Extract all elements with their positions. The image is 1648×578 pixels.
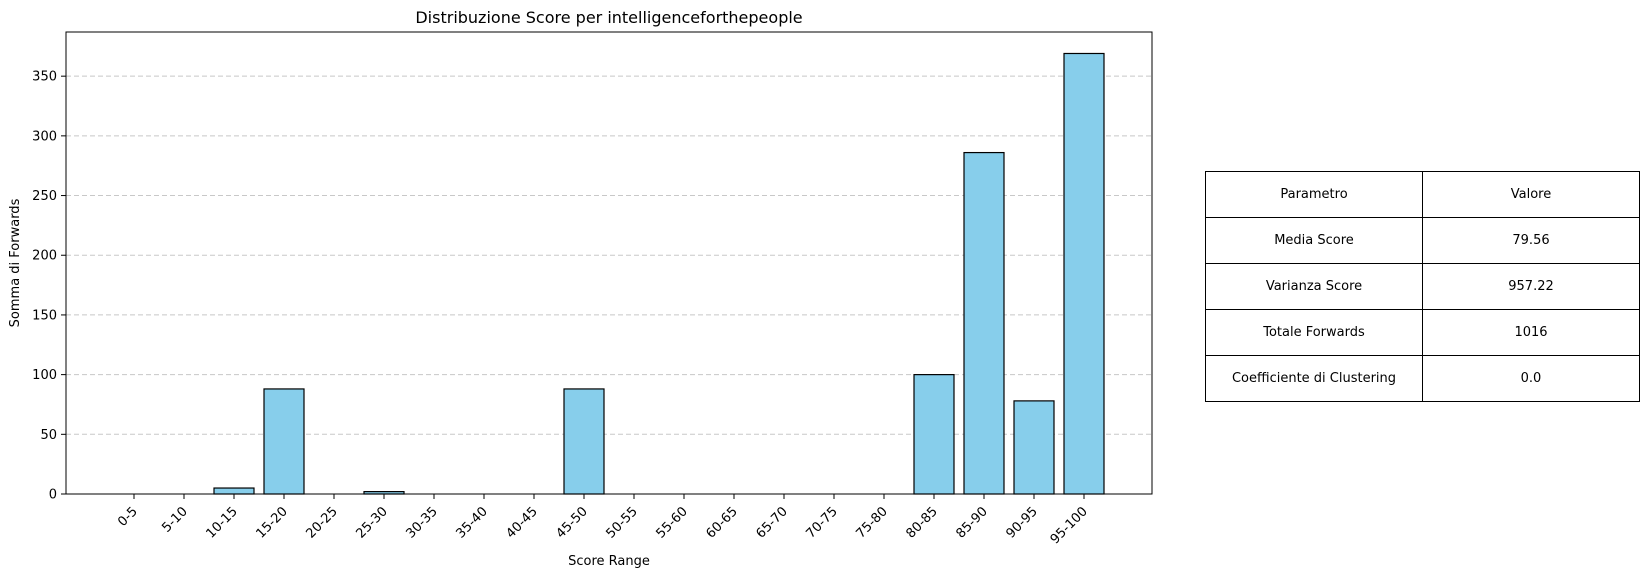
bar-15-20 <box>263 388 305 495</box>
x-tick-label: 50-55 <box>604 504 641 541</box>
x-tick-label: 65-70 <box>754 504 791 541</box>
table-row: Coefficiente di Clustering 0.0 <box>1205 355 1640 402</box>
y-tick-label: 150 <box>32 308 57 323</box>
x-tick-label: 70-75 <box>804 504 841 541</box>
x-tick-label: 95-100 <box>1048 504 1091 547</box>
x-tick-label: 80-85 <box>904 504 941 541</box>
y-axis-label: Somma di Forwards <box>8 198 23 327</box>
y-tick-label: 250 <box>32 189 57 204</box>
bar-95-100 <box>1063 52 1105 495</box>
y-tick-label: 350 <box>32 70 57 85</box>
x-tick-label: 0-5 <box>115 504 141 530</box>
table-cell-parameter: Coefficiente di Clustering <box>1205 355 1423 402</box>
table-row: Varianza Score 957.22 <box>1205 263 1640 310</box>
table-cell-parameter: Totale Forwards <box>1205 309 1423 356</box>
table-cell-value: 1016 <box>1422 309 1640 356</box>
table-cell-parameter: Parametro <box>1205 171 1423 218</box>
x-tick-label: 60-65 <box>704 504 741 541</box>
bar-90-95 <box>1013 400 1055 495</box>
table-row: Totale Forwards 1016 <box>1205 309 1640 356</box>
table-cell-value: 79.56 <box>1422 217 1640 264</box>
x-tick-label: 35-40 <box>454 504 491 541</box>
table-cell-value: Valore <box>1422 171 1640 218</box>
x-tick-label: 30-35 <box>404 504 441 541</box>
bar-chart: 0 50 100 150 200 250 300 350 0-5 5-10 10-15 15-20 2… <box>8 8 1153 569</box>
x-tick-label: 85-90 <box>954 504 991 541</box>
stats-table: Parametro Valore Media Score 79.56 Varianza … <box>1205 171 1640 402</box>
x-tick-label: 55-60 <box>654 504 691 541</box>
bar-10-15 <box>213 487 255 495</box>
bar-80-85 <box>913 374 955 495</box>
plot-frame <box>65 31 1153 495</box>
x-tick-label: 25-30 <box>354 504 391 541</box>
x-tick-label: 40-45 <box>504 504 541 541</box>
table-cell-parameter: Varianza Score <box>1205 263 1423 310</box>
y-tick-label: 0 <box>49 488 57 503</box>
x-tick-label: 15-20 <box>254 504 291 541</box>
x-tick-label: 5-10 <box>159 504 190 535</box>
x-tick-label: 20-25 <box>304 504 341 541</box>
y-tick-label: 200 <box>32 249 57 264</box>
table-cell-parameter: Media Score <box>1205 217 1423 264</box>
y-tick-label: 100 <box>32 368 57 383</box>
x-axis-label: Score Range <box>568 554 650 569</box>
table-header-row: Parametro Valore <box>1205 171 1640 218</box>
table-cell-value: 0.0 <box>1422 355 1640 402</box>
x-tick-label: 45-50 <box>554 504 591 541</box>
chart-title: Distribuzione Score per intelligencefort… <box>415 8 802 27</box>
x-tick-label: 90-95 <box>1004 504 1041 541</box>
y-ticks: 0 50 100 150 200 250 300 350 <box>32 70 66 503</box>
x-ticks: 0-5 5-10 10-15 15-20 20-25 25-30 30-35 35-40 40-… <box>115 494 1091 547</box>
table-row: Media Score 79.56 <box>1205 217 1640 264</box>
x-tick-label: 10-15 <box>204 504 241 541</box>
y-tick-label: 50 <box>40 428 57 443</box>
bar-85-90 <box>963 151 1005 495</box>
bars <box>213 52 1105 495</box>
table-cell-value: 957.22 <box>1422 263 1640 310</box>
x-tick-label: 75-80 <box>854 504 891 541</box>
stats-table-body: Parametro Valore Media Score 79.56 Varianza … <box>1205 171 1640 402</box>
bar-45-50 <box>563 388 605 495</box>
y-tick-label: 300 <box>32 129 57 144</box>
